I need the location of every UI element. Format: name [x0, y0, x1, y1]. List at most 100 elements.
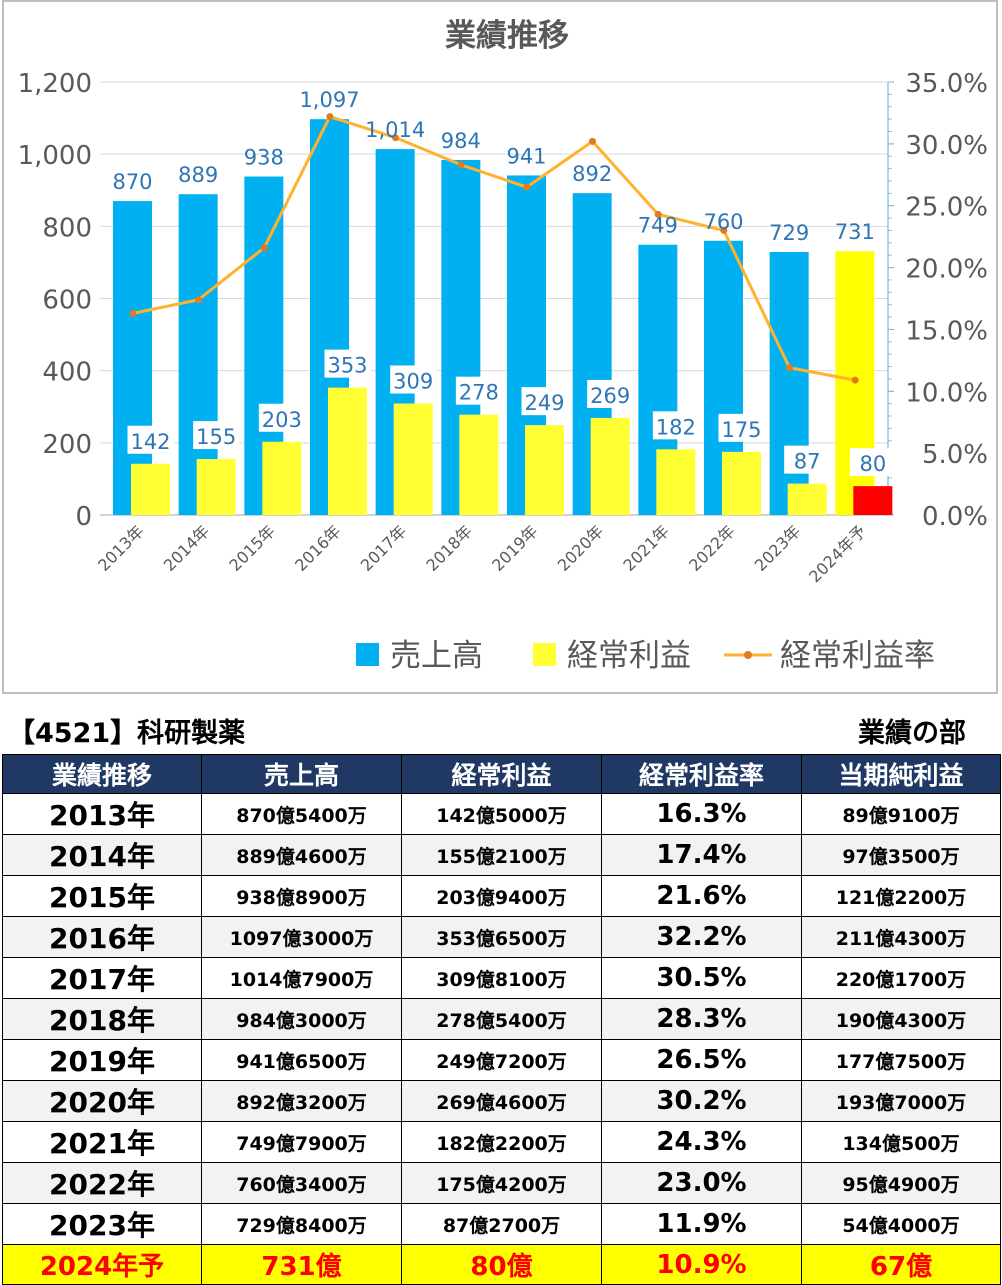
cell-profit-margin: 17.4% [601, 834, 802, 876]
label-sales: 892 [572, 162, 612, 186]
point-profit-margin [720, 226, 728, 234]
cell-sales: 749億7900万 [201, 1121, 402, 1163]
x-tick-label: 2023年 [751, 521, 805, 575]
label-box-ordinary-profit [652, 411, 699, 440]
cell-profit-margin-forecast: 10.9% [601, 1244, 802, 1285]
line-profit-margin [132, 115, 856, 382]
cell-period: 2015年 [2, 875, 202, 917]
y-right-tick-label: 0.0% [922, 502, 988, 532]
table-row: 2021年 749億7900万 182億2200万 24.3% 134億500万 [2, 1121, 1001, 1163]
performance-table: 業績推移 売上高 経常利益 経常利益率 当期純利益 2013年 870億5400万… [2, 754, 1001, 1285]
column-header-period: 業績推移 [2, 754, 202, 794]
x-tick-label: 2019年 [488, 521, 542, 575]
bar-ordinary-profit [262, 441, 302, 515]
bar-ordinary-profit [590, 417, 630, 515]
label-box-ordinary-profit [127, 425, 174, 454]
cell-ordinary-profit: 175億4200万 [401, 1162, 602, 1204]
label-sales: 760 [703, 210, 743, 234]
point-profit-margin [786, 364, 793, 372]
label-box-ordinary-profit [390, 365, 437, 394]
cell-period: 2017年 [2, 957, 202, 999]
point-profit-margin [195, 296, 202, 304]
legend-label-profit-margin: 経常利益率 [780, 638, 935, 674]
cell-sales: 984億3000万 [201, 998, 402, 1040]
cell-ordinary-profit: 182億2200万 [401, 1121, 602, 1163]
x-tick-label: 2014年 [160, 521, 214, 575]
table-row: 2017年 1014億7900万 309億8100万 30.5% 220億1700万 [2, 957, 1001, 999]
label-ordinary-profit: 309 [393, 370, 433, 394]
label-sales: 1,014 [365, 118, 425, 142]
cell-profit-margin: 24.3% [601, 1121, 802, 1163]
x-tick-label: 2024年予 [805, 521, 870, 586]
label-ordinary-profit: 87 [794, 450, 821, 474]
cell-ordinary-profit: 87億2700万 [401, 1203, 602, 1245]
cell-sales: 892億3200万 [201, 1080, 402, 1122]
cell-ordinary-profit: 155億2100万 [401, 834, 602, 876]
label-box-ordinary-profit [587, 379, 634, 408]
table-row: 2013年 870億5400万 142億5000万 16.3% 89億9100万 [2, 793, 1001, 835]
cell-ordinary-profit: 309億8100万 [401, 957, 602, 999]
bar-ordinary-profit [525, 425, 564, 515]
chart-panel: 業績推移 0 200 400 600 800 1,000 1,200 0.0% 5.0% 10.0%… [2, 0, 998, 694]
cell-period: 2020年 [2, 1080, 202, 1122]
column-header-ordinary-profit: 経常利益 [401, 754, 602, 794]
cell-sales: 729億8400万 [201, 1203, 402, 1245]
legend-swatch-sales [356, 643, 379, 666]
cell-net-income: 121億2200万 [801, 875, 1001, 917]
cell-net-income: 54億4000万 [801, 1203, 1001, 1245]
cell-ordinary-profit-forecast: 80億 [401, 1244, 602, 1285]
x-tick-label: 2021年 [619, 521, 673, 575]
label-ordinary-profit: 269 [590, 384, 630, 408]
label-sales: 938 [244, 146, 284, 170]
table-row: 2015年 938億8900万 203億9400万 21.6% 121億2200万 [2, 875, 1001, 917]
cell-ordinary-profit: 203億9400万 [401, 875, 602, 917]
point-profit-margin [392, 134, 399, 142]
cell-profit-margin: 32.2% [601, 916, 802, 958]
label-box-ordinary-profit [718, 413, 765, 442]
label-sales: 889 [178, 163, 218, 187]
cell-net-income: 193億7000万 [801, 1080, 1001, 1122]
cell-ordinary-profit: 142億5000万 [401, 793, 602, 835]
cell-profit-margin: 28.3% [601, 998, 802, 1040]
cell-profit-margin: 30.2% [601, 1080, 802, 1122]
y-left-tick-label: 200 [42, 430, 92, 460]
label-sales: 749 [638, 214, 678, 238]
point-profit-margin [851, 376, 859, 384]
bar-ordinary-profit [853, 486, 893, 515]
table-row: 2020年 892億3200万 269億4600万 30.2% 193億7000万 [2, 1080, 1001, 1122]
bar-ordinary-profit [459, 414, 499, 515]
y-left-tick-label: 800 [42, 213, 92, 243]
label-ordinary-profit: 249 [524, 391, 564, 415]
cell-profit-margin: 30.5% [601, 957, 802, 999]
column-header-profit-margin: 経常利益率 [601, 754, 802, 794]
table-row: 2023年 729億8400万 87億2700万 11.9% 54億4000万 [2, 1203, 1001, 1245]
y-right-tick-label: 5.0% [922, 440, 988, 470]
bar-ordinary-profit [328, 387, 367, 515]
table-row: 2022年 760億3400万 175億4200万 23.0% 95億4900万 [2, 1162, 1001, 1204]
y-left-tick-label: 600 [42, 286, 92, 316]
label-sales: 941 [506, 144, 546, 168]
label-ordinary-profit: 175 [721, 418, 761, 442]
table-row: 2014年 889億4600万 155億2100万 17.4% 97億3500万 [2, 834, 1001, 876]
cell-ordinary-profit: 249億7200万 [401, 1039, 602, 1081]
cell-net-income: 177億7500万 [801, 1039, 1001, 1081]
cell-net-income: 211億4300万 [801, 916, 1001, 958]
legend-label-sales: 売上高 [390, 638, 483, 674]
label-box-ordinary-profit [784, 445, 831, 474]
x-tick-label: 2017年 [357, 521, 411, 575]
bar-ordinary-profit [787, 483, 827, 515]
bar-ordinary-profit [722, 451, 761, 515]
cell-profit-margin: 11.9% [601, 1203, 802, 1245]
legend-marker-profit-margin [744, 651, 752, 659]
cell-sales: 870億5400万 [201, 793, 402, 835]
bar-ordinary-profit [656, 449, 696, 515]
table-body: 2013年 870億5400万 142億5000万 16.3% 89億9100万 2014… [2, 793, 1001, 1285]
label-ordinary-profit: 182 [656, 415, 696, 439]
point-profit-margin [654, 210, 662, 218]
y-right-tick-label: 15.0% [905, 316, 988, 346]
x-tick-label: 2016年 [291, 521, 345, 575]
y-right-tick-label: 25.0% [905, 193, 988, 223]
cell-net-income: 190億4300万 [801, 998, 1001, 1040]
table-row: 2018年 984億3000万 278億5400万 28.3% 190億4300万 [2, 998, 1001, 1040]
cell-sales: 889億4600万 [201, 834, 402, 876]
